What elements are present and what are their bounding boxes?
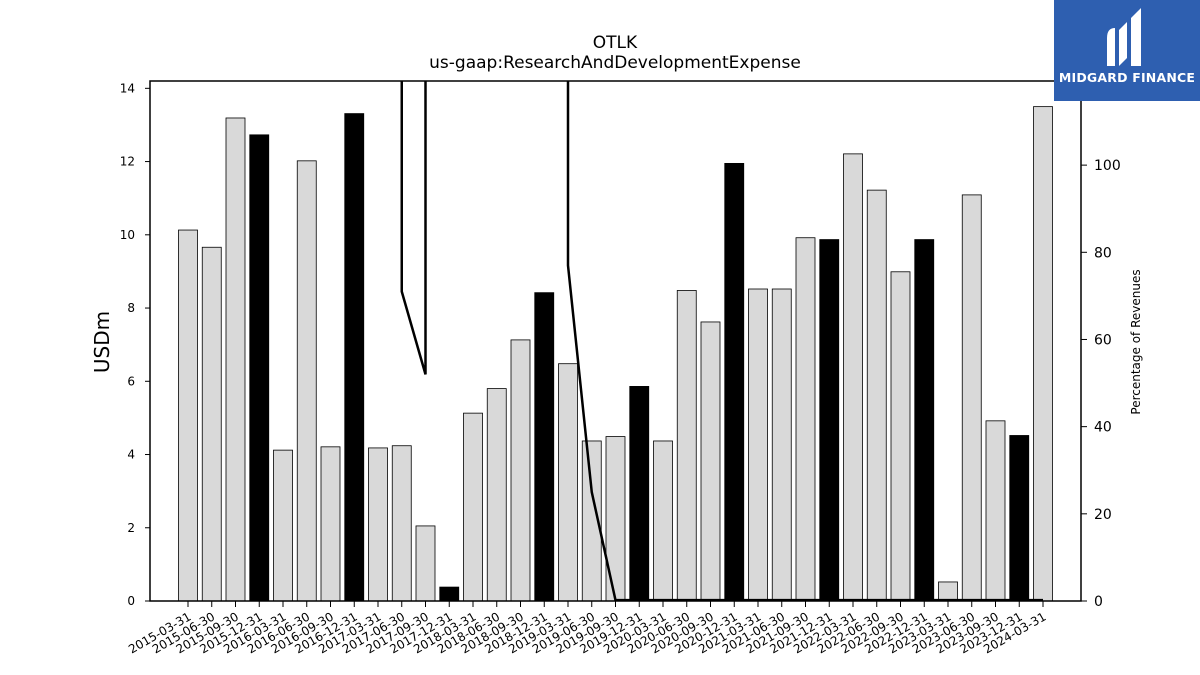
bar-2021-06-30: [771, 288, 792, 602]
y2-tick-label: 80: [1094, 245, 1112, 261]
bar-2022-06-30: [866, 189, 887, 602]
y2-tick-label: 100: [1094, 158, 1121, 174]
y-tick-label: 14: [120, 81, 135, 95]
bar-2018-06-30: [486, 388, 507, 602]
bar-2016-03-31: [273, 449, 293, 602]
bar-2020-06-30: [676, 290, 697, 602]
y-tick-label: 0: [127, 594, 135, 608]
chart-title: OTLK: [593, 33, 638, 53]
bar-2016-06-30: [296, 160, 317, 602]
brand-name: MIDGARD FINANCE: [1058, 70, 1196, 85]
bar-2019-09-30: [605, 436, 626, 602]
y-axis: 0 2 4 6 8 10 12 14: [120, 81, 150, 608]
chart-subtitle: us-gaap:ResearchAndDevelopmentExpense: [429, 53, 801, 73]
bar-2021-12-31: [819, 239, 840, 602]
y-tick-label: 2: [127, 521, 135, 535]
bar-2016-09-30: [320, 446, 341, 602]
bar-2016-12-31: [344, 113, 365, 602]
y-tick-label: 4: [127, 448, 135, 462]
bars-layer: [178, 106, 1053, 602]
bar-2021-03-31: [748, 288, 768, 602]
midgard-logo-icon: [1107, 8, 1141, 66]
y2-tick-label: 40: [1094, 420, 1112, 436]
pct-of-revenues-line: [400, 81, 1043, 601]
y-tick-label: 10: [120, 228, 135, 242]
y2-axis-label: Percentage of Revenues: [1129, 269, 1143, 414]
bar-2018-09-30: [510, 339, 531, 602]
bar-2021-09-30: [795, 237, 816, 602]
bar-2023-09-30: [985, 420, 1006, 602]
y2-tick-label: 20: [1094, 507, 1112, 523]
brand-logo: MIDGARD FINANCE: [1054, 0, 1200, 101]
y-tick-label: 12: [120, 155, 135, 169]
bar-2023-06-30: [961, 194, 982, 602]
bar-2022-12-31: [914, 239, 935, 602]
y-tick-label: 8: [127, 301, 135, 315]
pct-line-layer: [400, 81, 1043, 601]
bar-2017-03-31: [368, 447, 388, 602]
bar-2018-03-31: [463, 412, 483, 602]
x-axis: 2015-03-312015-06-302015-09-302015-12-31…: [126, 601, 1049, 656]
y2-tick-label: 60: [1094, 332, 1112, 348]
bar-2019-12-31: [629, 386, 650, 602]
bar-2015-03-31: [178, 229, 198, 602]
bar-2019-03-31: [558, 363, 578, 602]
bar-2015-09-30: [225, 117, 246, 602]
y-tick-label: 6: [127, 374, 135, 388]
bar-2020-09-30: [700, 321, 721, 602]
bar-2018-12-31: [534, 292, 555, 602]
bar-2017-06-30: [391, 445, 412, 602]
bar-2023-12-31: [1009, 435, 1030, 602]
bar-2015-12-31: [249, 134, 270, 602]
bar-2022-03-31: [843, 153, 863, 602]
bar-2017-09-30: [415, 525, 436, 602]
bar-2015-06-30: [201, 246, 222, 602]
y-axis-label: USDm: [90, 311, 114, 373]
bar-2022-09-30: [890, 271, 911, 602]
bar-2023-03-31: [938, 581, 958, 602]
bar-2020-12-31: [724, 162, 745, 602]
y2-tick-label: 0: [1094, 594, 1103, 610]
bar-2017-12-31: [439, 586, 460, 602]
bar-2024-03-31: [1033, 106, 1053, 602]
y2-axis: 0 20 40 60 80 100: [1081, 158, 1121, 610]
bar-2020-03-31: [653, 440, 673, 602]
